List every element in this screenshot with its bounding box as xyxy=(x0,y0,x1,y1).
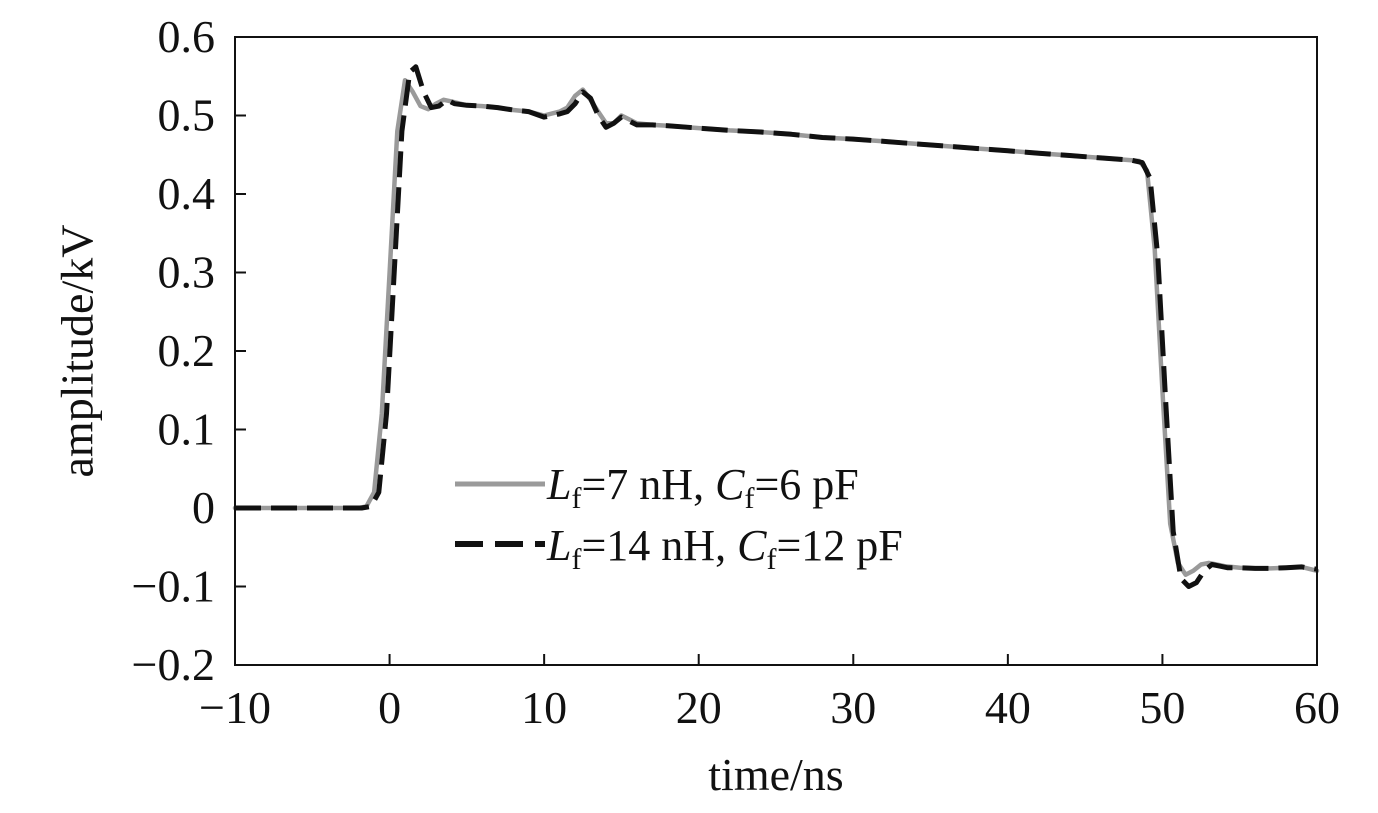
series-line-1 xyxy=(235,64,1318,589)
legend-entry-1: Lf=14 nH, Cf=12 pF xyxy=(455,521,903,576)
legend-1-c: C xyxy=(737,521,767,570)
legend-0-l-val: =7 nH, xyxy=(581,460,715,509)
x-tick-label-0: −10 xyxy=(199,682,271,733)
x-axis-title: time/ns xyxy=(708,749,843,800)
y-axis-title: amplitude/kV xyxy=(52,225,103,478)
legend-1-l: L xyxy=(546,521,571,570)
ticks-layer: −10 0 10 20 30 40 50 60 −0.2 −0.1 0 0.1 0.2 0.3 0.4 0.5… xyxy=(132,11,1340,733)
legend-1-l-sub: f xyxy=(571,543,581,576)
legend-0-c-val: =6 pF xyxy=(754,460,858,509)
y-tick-label-7: 0.5 xyxy=(158,90,216,141)
y-tick-label-3: 0.1 xyxy=(158,404,216,455)
legend-1-l-val: =14 nH, xyxy=(581,521,737,570)
y-tick-label-0: −0.2 xyxy=(132,639,215,690)
legend-label-0: Lf=7 nH, Cf=6 pF xyxy=(546,460,859,515)
x-tick-label-4: 30 xyxy=(830,682,876,733)
y-tick-label-1: −0.1 xyxy=(132,561,215,612)
series-layer xyxy=(232,64,1320,589)
legend: Lf=7 nH, Cf=6 pF Lf=14 nH, Cf=12 pF xyxy=(455,460,903,576)
y-tick-label-8: 0.6 xyxy=(158,11,216,62)
x-tick-label-6: 50 xyxy=(1139,682,1185,733)
x-tick-label-1: 0 xyxy=(378,682,401,733)
y-tick-label-5: 0.3 xyxy=(158,247,216,298)
legend-0-l-sub: f xyxy=(571,482,581,515)
legend-0-c: C xyxy=(715,460,745,509)
x-tick-label-3: 20 xyxy=(676,682,722,733)
y-tick-label-6: 0.4 xyxy=(158,168,216,219)
y-tick-label-2: 0 xyxy=(192,482,215,533)
legend-1-c-sub: f xyxy=(766,543,776,576)
x-tick-label-5: 40 xyxy=(985,682,1031,733)
legend-0-c-sub: f xyxy=(744,482,754,515)
x-tick-label-2: 10 xyxy=(521,682,567,733)
plot-frame xyxy=(234,36,1318,666)
x-tick-label-7: 60 xyxy=(1294,682,1340,733)
legend-0-l: L xyxy=(546,460,571,509)
legend-1-c-val: =12 pF xyxy=(776,521,902,570)
y-tick-label-4: 0.2 xyxy=(158,325,216,376)
legend-entry-0: Lf=7 nH, Cf=6 pF xyxy=(455,460,859,515)
legend-label-1: Lf=14 nH, Cf=12 pF xyxy=(546,521,903,576)
